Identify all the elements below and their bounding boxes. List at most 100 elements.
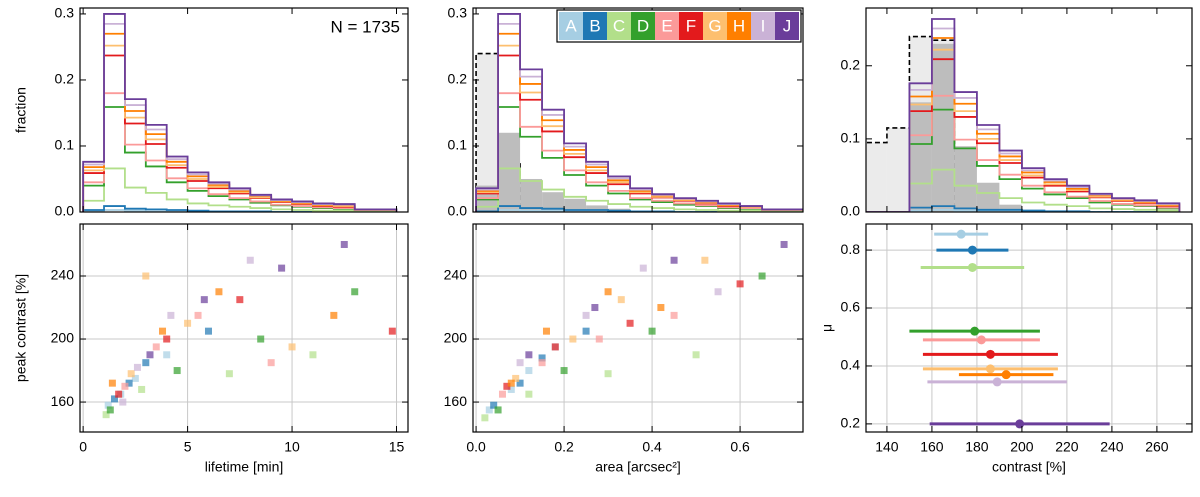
panel: 140 160 180 200 220 240 260 0.2 0.4 0.6 0.8 contras… (819, 223, 1193, 475)
scatter-point (163, 351, 171, 359)
scatter-point (569, 335, 577, 343)
error-point (970, 326, 980, 336)
y-axis-label: μ (819, 324, 835, 332)
plot-area (866, 224, 1192, 432)
y-tick-label: 0.6 (841, 299, 861, 315)
x-tick-label: 160 (920, 439, 944, 455)
scatter-point (142, 359, 150, 367)
scatter-point (626, 319, 634, 327)
scatter-point (582, 327, 590, 335)
reference-bar (520, 178, 543, 212)
y-tick-label: 240 (444, 267, 468, 283)
scatter-point (507, 385, 515, 393)
scatter-point (108, 379, 116, 387)
scatter-point (591, 304, 599, 312)
error-point (967, 245, 977, 255)
plot-area (82, 13, 398, 212)
scatter-point (340, 240, 348, 248)
x-axis-label: area [arcsec²] (595, 459, 681, 475)
y-tick-label: 0.1 (448, 137, 468, 153)
x-tick-label: 0 (79, 439, 87, 455)
scatter-point (670, 311, 678, 319)
histogram-step (866, 168, 1181, 212)
y-axis-label: peak contrast [%] (13, 274, 29, 382)
scatter-point (670, 256, 678, 264)
panel: 0.0 0.1 0.2 (841, 7, 1193, 219)
reference-bar (476, 53, 499, 212)
histogram-step (866, 94, 1181, 212)
scatter-point (692, 351, 700, 359)
scatter-point (309, 351, 317, 359)
reference-bar (542, 192, 565, 212)
panel: 0.0 0.1 0.2 0.3 A B C D E F G H I J (448, 5, 804, 219)
y-tick-label: 0.0 (448, 203, 468, 219)
y-tick-label: 0.0 (55, 203, 75, 219)
scatter-point (146, 351, 154, 359)
legend-label: D (637, 16, 649, 35)
scatter-point (758, 272, 766, 280)
x-tick-label: 200 (1010, 439, 1034, 455)
scatter-point (736, 280, 744, 288)
scatter-point (257, 335, 265, 343)
reference-bar (498, 132, 521, 212)
scatter-point (560, 367, 568, 375)
scatter-point (538, 354, 546, 362)
scatter-point (106, 406, 114, 414)
histogram-step (82, 13, 398, 212)
x-tick-label: 140 (875, 439, 899, 455)
axes-frame (472, 7, 804, 213)
legend-swatch (583, 12, 607, 40)
scatter-point (525, 367, 533, 375)
scatter-point (582, 311, 590, 319)
y-tick-label: 0.1 (841, 130, 861, 146)
scatter-point (288, 343, 296, 351)
legend-swatch (679, 12, 703, 40)
histogram-step (82, 205, 397, 212)
scatter-point (267, 359, 275, 367)
legend-label: H (733, 16, 745, 35)
x-tick-label: 220 (1055, 439, 1079, 455)
reference-bar (586, 205, 609, 212)
scatter-point (215, 288, 223, 296)
error-point (992, 377, 1002, 387)
panel: 0.0 0.2 0.4 0.6 160 200 240 area [arcsec²] (444, 223, 804, 475)
scatter-point (780, 240, 788, 248)
scatter-point (485, 406, 493, 414)
scatter-point (351, 288, 359, 296)
scatter-point (115, 390, 123, 398)
scatter-point (102, 411, 110, 419)
scatter-point (278, 264, 286, 272)
y-tick-label: 0.4 (841, 357, 861, 373)
scatter-point (639, 264, 647, 272)
x-tick-label: 10 (284, 439, 300, 455)
y-tick-label: 0.2 (448, 71, 468, 87)
y-tick-label: 200 (51, 330, 75, 346)
scatter-point (225, 370, 233, 378)
scatter-point (142, 272, 150, 280)
scatter-point (714, 288, 722, 296)
legend-swatch (703, 12, 727, 40)
legend-label: C (613, 16, 625, 35)
annotation: N = 1735 (331, 17, 400, 36)
legend-label: G (708, 16, 721, 35)
scatter-point (604, 288, 612, 296)
y-tick-label: 160 (444, 393, 468, 409)
histogram-step (866, 18, 1181, 212)
scatter-point (595, 335, 603, 343)
error-point (985, 349, 995, 359)
plot-area (866, 18, 1181, 212)
axes-frame (472, 223, 804, 433)
x-tick-label: 0.6 (730, 439, 750, 455)
x-tick-label: 180 (965, 439, 989, 455)
legend-swatch (655, 12, 679, 40)
reference-bar (976, 182, 1000, 212)
x-tick-label: 260 (1145, 439, 1169, 455)
panel: 0.0 0.1 0.2 0.3 fraction N = 1735 (13, 5, 409, 219)
scatter-point (152, 343, 160, 351)
scatter-point (494, 406, 502, 414)
reference-bar (564, 198, 587, 212)
scatter-point (542, 327, 550, 335)
y-tick-label: 200 (444, 330, 468, 346)
